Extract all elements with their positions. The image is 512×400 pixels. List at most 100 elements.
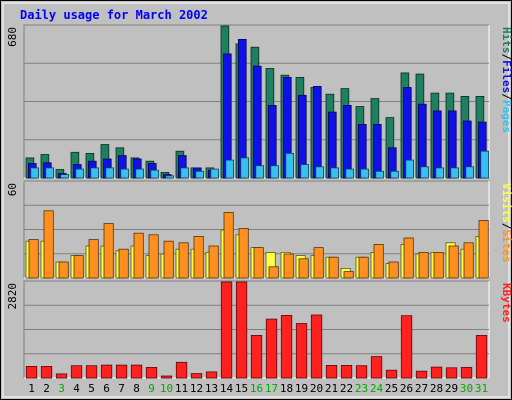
bar-sites-day-12 <box>193 235 204 279</box>
x-tick-label: 13 <box>205 382 218 395</box>
bar-sites-day-1 <box>28 239 39 279</box>
bar-kbytes-day-10 <box>160 375 173 379</box>
bar-pages-day-1 <box>30 167 39 179</box>
bar-sites-day-3 <box>58 261 69 279</box>
legend-separator: / <box>500 54 512 61</box>
bar-sites-day-22 <box>343 271 354 279</box>
bar-sites-day-30 <box>463 242 474 279</box>
bar-pages-day-14 <box>225 159 235 179</box>
bar-kbytes-day-8 <box>130 364 143 379</box>
x-tick-label: 24 <box>370 382 384 395</box>
bar-sites-day-24 <box>373 243 384 279</box>
bar-sites-day-28 <box>433 251 444 279</box>
bar-sites-day-23 <box>358 256 369 279</box>
legend-separator: / <box>500 223 512 230</box>
bar-pages-day-18 <box>285 152 294 179</box>
legend-requests: Hits/Files/Pages <box>500 27 512 133</box>
bar-pages-day-22 <box>345 168 354 179</box>
x-tick-label: 22 <box>340 382 353 395</box>
bar-pages-day-31 <box>480 150 489 179</box>
bar-sites-day-9 <box>148 234 159 279</box>
y-max-label: 680 <box>6 27 19 47</box>
bar-kbytes-day-27 <box>415 370 428 379</box>
x-tick-label: 7 <box>118 382 125 395</box>
x-tick-label: 18 <box>280 382 293 395</box>
bar-kbytes-day-31 <box>475 334 488 379</box>
x-tick-label: 19 <box>295 382 308 395</box>
bar-pages-day-25 <box>390 170 399 179</box>
bar-kbytes-day-28 <box>430 366 443 379</box>
bar-kbytes-day-4 <box>70 365 83 379</box>
bar-files-day-14 <box>222 53 232 179</box>
bar-kbytes-day-24 <box>370 356 383 379</box>
legend-sites: Sites <box>500 229 512 262</box>
bar-pages-day-2 <box>45 167 54 179</box>
bar-kbytes-day-19 <box>295 323 308 379</box>
bar-kbytes-day-14 <box>220 281 233 379</box>
bar-sites-day-10 <box>163 240 174 279</box>
bar-kbytes-day-22 <box>340 364 353 379</box>
bar-kbytes-day-9 <box>145 366 158 379</box>
bar-kbytes-day-21 <box>325 364 338 379</box>
y-max-label: 60 <box>6 183 19 196</box>
x-tick-label: 6 <box>103 382 110 395</box>
x-tick-label: 8 <box>133 382 140 395</box>
bar-pages-day-20 <box>315 166 324 179</box>
bar-files-day-16 <box>252 65 262 179</box>
x-tick-label: 20 <box>310 382 323 395</box>
panel-requests: 680 Hits/Files/Pages <box>6 24 512 179</box>
bar-sites-day-11 <box>178 242 189 279</box>
bar-pages-day-11 <box>180 167 190 179</box>
x-tick-label: 15 <box>235 382 248 395</box>
bar-kbytes-day-13 <box>205 371 218 379</box>
bar-kbytes-day-7 <box>115 364 128 379</box>
bar-kbytes-day-16 <box>250 334 263 379</box>
bar-kbytes-day-25 <box>385 369 398 379</box>
bar-sites-day-17 <box>268 266 279 279</box>
bar-sites-day-15 <box>238 227 249 279</box>
bar-kbytes-day-3 <box>55 373 68 379</box>
x-tick-label: 30 <box>460 382 473 395</box>
bar-pages-day-4 <box>75 168 85 179</box>
bar-sites-day-7 <box>118 248 129 279</box>
bar-sites-day-19 <box>298 258 309 279</box>
bar-pages-day-28 <box>435 167 444 179</box>
bar-kbytes-day-2 <box>40 365 53 379</box>
bar-files-day-20 <box>312 86 322 179</box>
bar-sites-day-26 <box>403 237 414 279</box>
bar-pages-day-26 <box>405 159 414 179</box>
bar-pages-day-21 <box>330 167 339 179</box>
bar-sites-day-27 <box>418 251 429 279</box>
bar-kbytes-day-15 <box>235 281 248 379</box>
bar-pages-day-16 <box>255 165 265 179</box>
bar-pages-day-9 <box>150 169 160 179</box>
bar-pages-day-27 <box>420 166 429 179</box>
bar-pages-day-12 <box>195 170 205 179</box>
bar-pages-day-13 <box>210 168 220 179</box>
bar-kbytes-day-11 <box>175 361 188 379</box>
bar-sites-day-14 <box>223 211 234 279</box>
bar-pages-day-24 <box>375 170 384 179</box>
bar-pages-day-19 <box>300 164 309 179</box>
bar-pages-day-6 <box>105 167 115 179</box>
chart-title: Daily usage for March 2002 <box>20 8 208 22</box>
x-tick-label: 27 <box>415 382 428 395</box>
bar-pages-day-5 <box>90 167 100 179</box>
x-tick-label: 29 <box>445 382 458 395</box>
bar-sites-day-21 <box>328 256 339 279</box>
x-axis-day-labels: 1 2 3 4 5 6 7 8 9 10 11 12 13 14 15 16 17 18 19 20 21 22 23 24 2… <box>28 382 488 395</box>
bar-sites-day-25 <box>388 261 399 279</box>
bar-sites-day-8 <box>133 232 144 279</box>
bar-kbytes-day-20 <box>310 314 323 379</box>
bar-sites-day-4 <box>73 255 84 279</box>
bar-kbytes-day-17 <box>265 318 278 379</box>
bar-sites-day-16 <box>253 247 264 279</box>
x-tick-label: 16 <box>250 382 263 395</box>
bar-sites-day-13 <box>208 245 219 279</box>
bar-kbytes-day-23 <box>355 365 368 379</box>
bar-files-day-15 <box>237 39 247 179</box>
bar-kbytes-day-26 <box>400 315 413 379</box>
